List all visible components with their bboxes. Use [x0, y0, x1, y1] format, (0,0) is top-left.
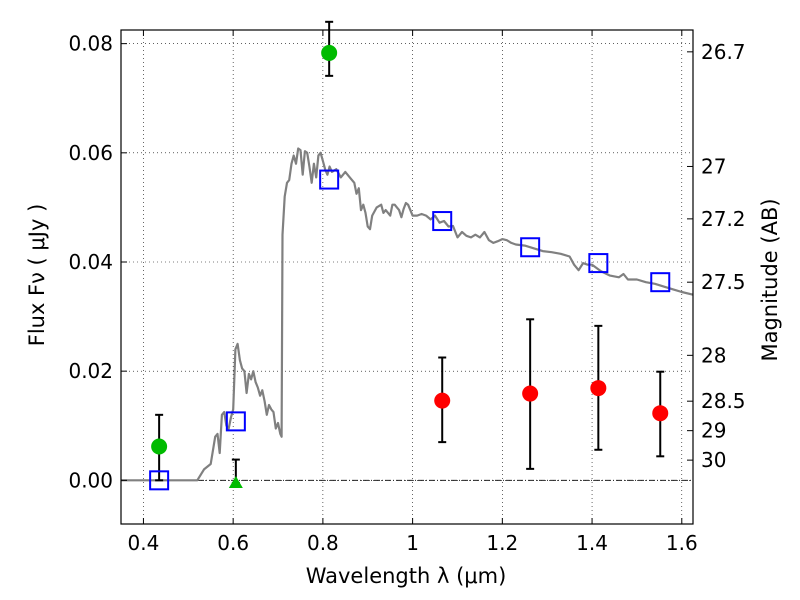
model-photometry-square: [432, 211, 453, 232]
x-tick-label: 1.4: [576, 531, 608, 555]
y-tick-label: 0.08: [68, 32, 113, 56]
x-tick-label: 1.6: [666, 531, 698, 555]
y-axis-right-label: Magnitude (AB): [758, 198, 782, 361]
right-tick-label: 30: [701, 448, 726, 472]
right-tick-label: 28.5: [701, 389, 746, 413]
right-tick-label: 28: [701, 343, 726, 367]
optical-upper-limit-triangle: [228, 476, 243, 489]
plot-frame: [120, 29, 694, 525]
model-photometry-square: [520, 237, 541, 258]
model-curve-group: [121, 147, 694, 482]
y-tick-label: 0.04: [68, 250, 113, 274]
y-axis-label: Flux Fν ( μJy ): [25, 204, 49, 347]
x-tick-label: 0.8: [307, 531, 339, 555]
nir-detection-point: [652, 405, 669, 422]
model-sed-line: [121, 147, 694, 482]
model-photometry-square: [319, 169, 340, 190]
nir-detection-point: [434, 392, 451, 409]
x-tick-label: 1.2: [486, 531, 518, 555]
nir-detection-point: [590, 380, 607, 397]
model-photometry-square: [650, 272, 671, 293]
optical-detection-point: [321, 44, 338, 61]
tick-group: 0.4 0.6 0.8 1 1.2 1.4 1.6 0.00 0.02 0.04 0.06 0.08 2…: [68, 30, 746, 555]
x-tick-label: 0.6: [217, 531, 249, 555]
right-tick-label: 26.7: [701, 40, 746, 64]
marker-group: [149, 44, 671, 491]
y-tick-label: 0.02: [68, 359, 113, 383]
y-tick-label: 0.00: [68, 468, 113, 492]
x-tick-label: 1: [406, 531, 419, 555]
right-tick-label: 27.5: [701, 270, 746, 294]
y-tick-label: 0.06: [68, 141, 113, 165]
x-tick-label: 0.4: [128, 531, 160, 555]
x-axis-label: Wavelength λ (μm): [306, 564, 507, 588]
grid: [121, 30, 693, 524]
model-photometry-square: [588, 253, 609, 274]
right-tick-label: 27: [701, 154, 726, 178]
right-tick-label: 27.2: [701, 207, 746, 231]
nir-detection-point: [522, 385, 539, 402]
optical-detection-point: [151, 438, 168, 455]
model-photometry-square: [225, 411, 246, 432]
right-tick-label: 29: [701, 419, 726, 443]
model-photometry-square: [149, 470, 170, 491]
